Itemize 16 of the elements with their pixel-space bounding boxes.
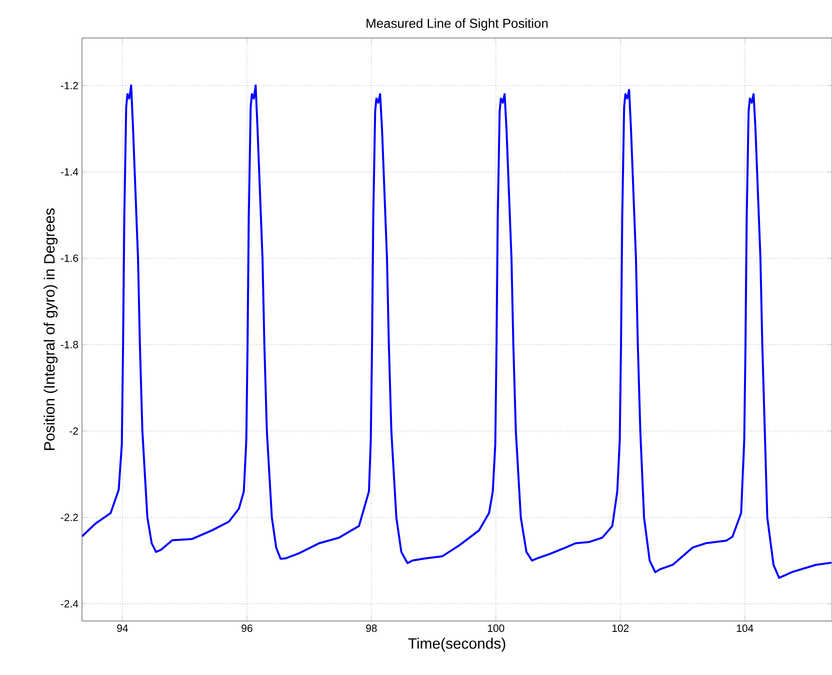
y-tick-label: -1.4 [60,168,78,176]
chart-title: Measured Line of Sight Position [366,18,548,30]
x-tick-label: 94 [117,624,128,632]
x-tick-label: 104 [736,624,754,632]
x-tick-label: 96 [242,624,252,632]
x-axis-title: Time(seconds) [408,638,506,652]
y-tick-label: -2 [70,427,78,435]
x-tick-label: 100 [488,624,504,632]
y-tick-label: -2.4 [60,600,78,608]
y-tick-label: -2.2 [60,514,78,522]
y-tick-label: -1.6 [60,254,78,262]
y-axis-title: Position (Integral of gyro) in Degrees [44,208,58,450]
x-tick-label: 102 [612,624,629,632]
x-tick-label: 98 [366,624,377,632]
y-tick-label: -1.8 [60,340,78,348]
y-tick-label: -1.2 [60,82,78,90]
